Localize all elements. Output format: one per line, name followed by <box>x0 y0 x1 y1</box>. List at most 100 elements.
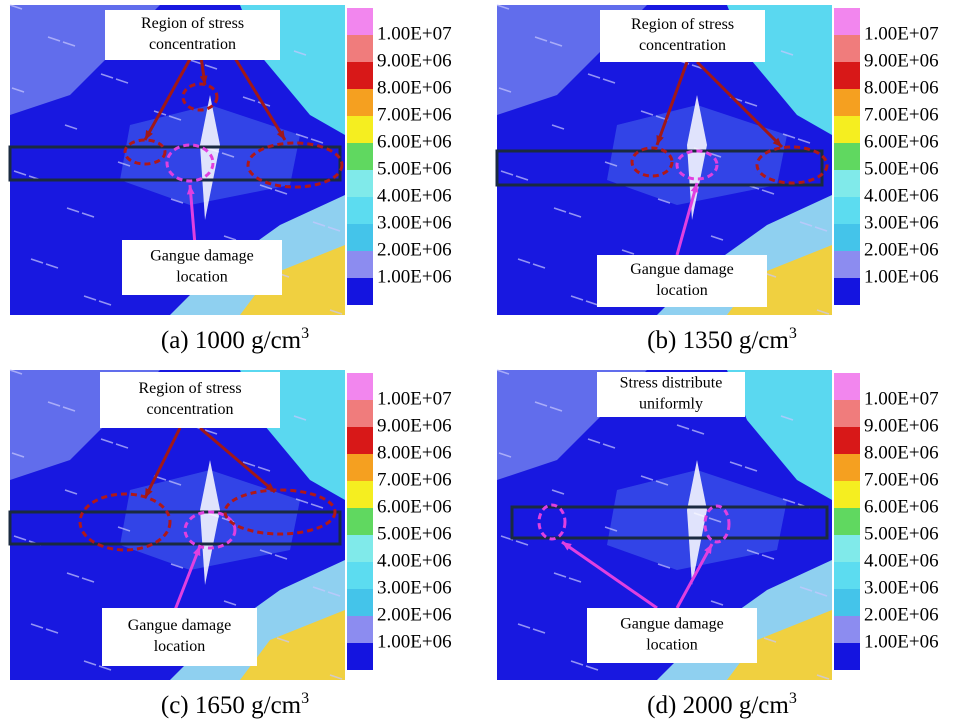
caption-sup: 3 <box>301 690 309 707</box>
colorbar-segment <box>347 8 373 35</box>
colorbar-segment <box>834 170 860 197</box>
colorbar-label: 9.00E+06 <box>864 415 939 436</box>
colorbar-segment <box>834 454 860 481</box>
colorbar-label: 7.00E+06 <box>864 469 939 490</box>
colorbar-segment <box>834 535 860 562</box>
colorbar-label: 1.00E+06 <box>377 631 452 652</box>
colorbar-label: 2.00E+06 <box>864 239 939 260</box>
colorbar-segment <box>834 562 860 589</box>
colorbar-label: 2.00E+06 <box>377 604 452 625</box>
colorbar-segment <box>834 143 860 170</box>
colorbar-label: 1.00E+06 <box>377 266 452 287</box>
colorbar-segment <box>347 35 373 62</box>
colorbar-label: 6.00E+06 <box>864 131 939 152</box>
colorbar-segment <box>347 643 373 670</box>
panel: Region of stress concentration Gangue dama… <box>10 370 452 719</box>
note-bottom: Gangue damage <box>128 617 232 634</box>
caption: (d) 2000 g/cm3 <box>647 690 797 719</box>
note-bottom: location <box>154 638 206 655</box>
colorbar-label: 4.00E+06 <box>377 185 452 206</box>
colorbar-segment <box>834 373 860 400</box>
colorbar-segment <box>347 116 373 143</box>
colorbar-segment <box>834 400 860 427</box>
colorbar-segment <box>834 8 860 35</box>
colorbar-segment <box>834 35 860 62</box>
colorbar-segment <box>347 89 373 116</box>
colorbar-label: 7.00E+06 <box>377 469 452 490</box>
colorbar-segment <box>347 535 373 562</box>
colorbar-label: 6.00E+06 <box>377 496 452 517</box>
colorbar-segment <box>347 454 373 481</box>
caption: (c) 1650 g/cm3 <box>161 690 309 719</box>
colorbar-label: 5.00E+06 <box>864 523 939 544</box>
colorbar-label: 5.00E+06 <box>864 158 939 179</box>
colorbar-label: 1.00E+06 <box>864 631 939 652</box>
caption-sup: 3 <box>789 325 797 342</box>
colorbar-segment <box>347 400 373 427</box>
colorbar-label: 3.00E+06 <box>377 577 452 598</box>
colorbar-segment <box>347 143 373 170</box>
colorbar-segment <box>834 643 860 670</box>
colorbar-segment <box>347 251 373 278</box>
colorbar-label: 7.00E+06 <box>377 104 452 125</box>
colorbar-label: 8.00E+06 <box>864 77 939 98</box>
colorbar-segment <box>347 224 373 251</box>
note-top: concentration <box>146 401 233 418</box>
colorbar-segment <box>834 197 860 224</box>
colorbar-segment <box>347 197 373 224</box>
colorbar-segment <box>834 278 860 305</box>
colorbar-segment <box>347 62 373 89</box>
colorbar-label: 6.00E+06 <box>377 131 452 152</box>
colorbar-label: 5.00E+06 <box>377 158 452 179</box>
note-top: Region of stress <box>631 16 734 33</box>
colorbar-segment <box>347 589 373 616</box>
panel: Region of stressconcentrationGangue dama… <box>10 5 452 354</box>
colorbar-segment <box>834 89 860 116</box>
colorbar-segment <box>347 373 373 400</box>
caption-text: (a) 1000 g/cm <box>161 327 302 354</box>
colorbar-label: 8.00E+06 <box>377 442 452 463</box>
colorbar-segment <box>834 616 860 643</box>
colorbar-segment <box>347 278 373 305</box>
note-top: uniformly <box>639 396 703 413</box>
colorbar-label: 6.00E+06 <box>864 496 939 517</box>
caption-text: (b) 1350 g/cm <box>647 327 789 354</box>
note-bottom: location <box>656 282 708 299</box>
colorbar-label: 5.00E+06 <box>377 523 452 544</box>
colorbar-label: 1.00E+07 <box>377 388 452 409</box>
colorbar-label: 1.00E+07 <box>377 23 452 44</box>
colorbar-label: 9.00E+06 <box>864 50 939 71</box>
colorbar-label: 8.00E+06 <box>864 442 939 463</box>
colorbar-segment <box>834 251 860 278</box>
note-bottom: location <box>646 637 698 654</box>
colorbar-segment <box>834 508 860 535</box>
colorbar-label: 4.00E+06 <box>377 550 452 571</box>
colorbar-label: 1.00E+07 <box>864 23 939 44</box>
colorbar-label: 8.00E+06 <box>377 77 452 98</box>
colorbar-label: 4.00E+06 <box>864 550 939 571</box>
colorbar-label: 2.00E+06 <box>377 239 452 260</box>
note-bottom: Gangue damage <box>150 248 254 265</box>
note-top: Region of stress <box>141 15 244 32</box>
colorbar-segment <box>347 508 373 535</box>
colorbar-segment <box>347 481 373 508</box>
colorbar-label: 1.00E+06 <box>864 266 939 287</box>
note-top: concentration <box>639 37 726 54</box>
caption: (a) 1000 g/cm3 <box>161 325 309 354</box>
note-top: Region of stress <box>138 380 241 397</box>
colorbar-label: 3.00E+06 <box>377 212 452 233</box>
colorbar-segment <box>834 589 860 616</box>
colorbar-label: 7.00E+06 <box>864 104 939 125</box>
colorbar-segment <box>347 170 373 197</box>
figure: Region of stress concentration Gangue dama… <box>0 0 978 720</box>
colorbar-label: 9.00E+06 <box>377 50 452 71</box>
note-top: Stress distribute <box>620 375 723 392</box>
caption-text: (c) 1650 g/cm <box>161 692 302 719</box>
colorbar-label: 4.00E+06 <box>864 185 939 206</box>
colorbar-label: 3.00E+06 <box>864 577 939 598</box>
colorbar-segment <box>347 562 373 589</box>
colorbar-segment <box>347 427 373 454</box>
colorbar-segment <box>834 427 860 454</box>
colorbar-label: 2.00E+06 <box>864 604 939 625</box>
